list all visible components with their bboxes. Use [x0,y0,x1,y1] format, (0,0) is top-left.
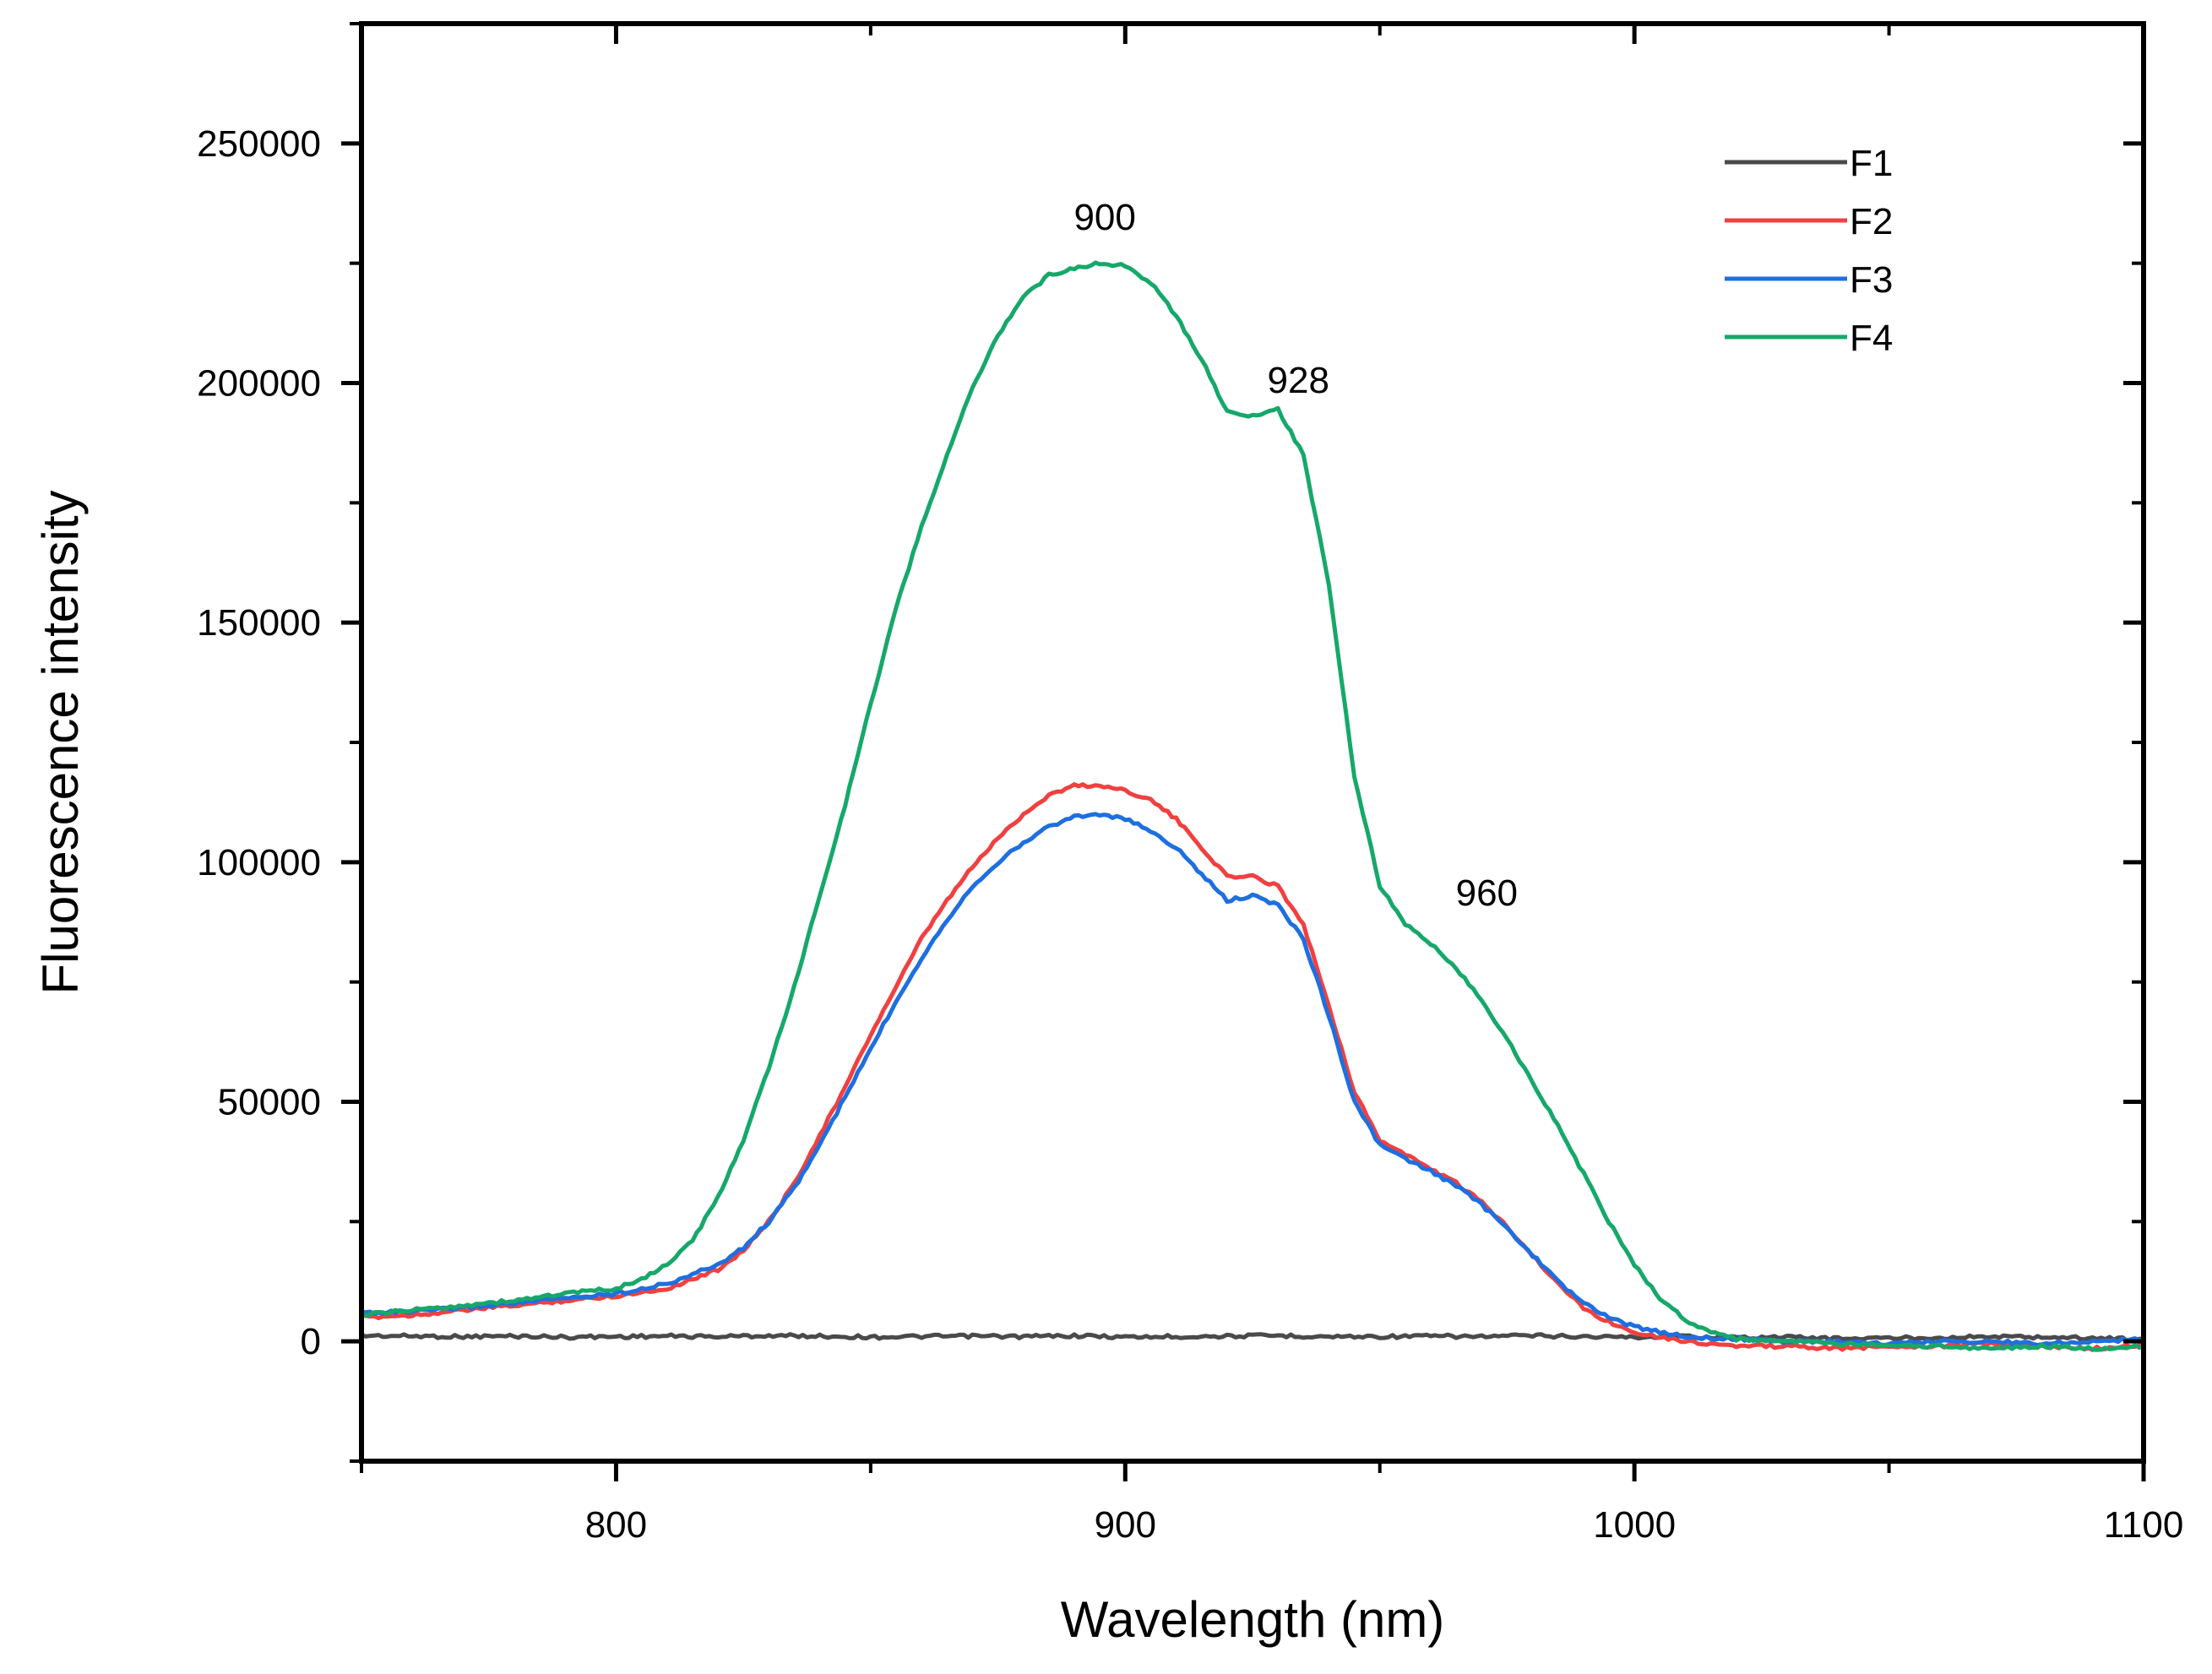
series-line-f3 [361,812,2144,1347]
y-tick-label-250000: 250000 [197,123,321,165]
series-line-f1 [361,1332,2144,1343]
x-axis-title: Wavelength (nm) [1061,1591,1445,1648]
label-layer: 800 900 1000 1100 0 50000 100000 150000 200000 25… [32,123,2183,1648]
peak-annotation-960: 960 [1456,872,1518,914]
y-tick-label-200000: 200000 [197,363,321,405]
x-tick-label-800: 800 [585,1504,647,1546]
y-axis-title: Fluorescence intensity [32,491,89,995]
legend-label-f1: F1 [1850,143,1893,184]
y-tick-label-100000: 100000 [197,842,321,883]
peak-annotation-928: 928 [1268,360,1329,401]
series-line-f4 [361,260,2144,1352]
y-tick-label-0: 0 [301,1321,321,1362]
y-tick-label-50000: 50000 [218,1082,321,1123]
legend-label-f3: F3 [1850,259,1893,301]
x-tick-label-1000: 1000 [1593,1504,1676,1546]
series-line-f2 [361,782,2144,1352]
axes-layer [341,21,2146,1481]
legend-label-f4: F4 [1850,318,1893,359]
legend-label-f2: F2 [1850,201,1893,242]
x-tick-label-1100: 1100 [2104,1504,2184,1546]
series-layer [361,260,2144,1352]
x-tick-label-900: 900 [1095,1504,1156,1546]
peak-annotation-900: 900 [1073,197,1135,238]
y-tick-label-150000: 150000 [197,602,321,644]
